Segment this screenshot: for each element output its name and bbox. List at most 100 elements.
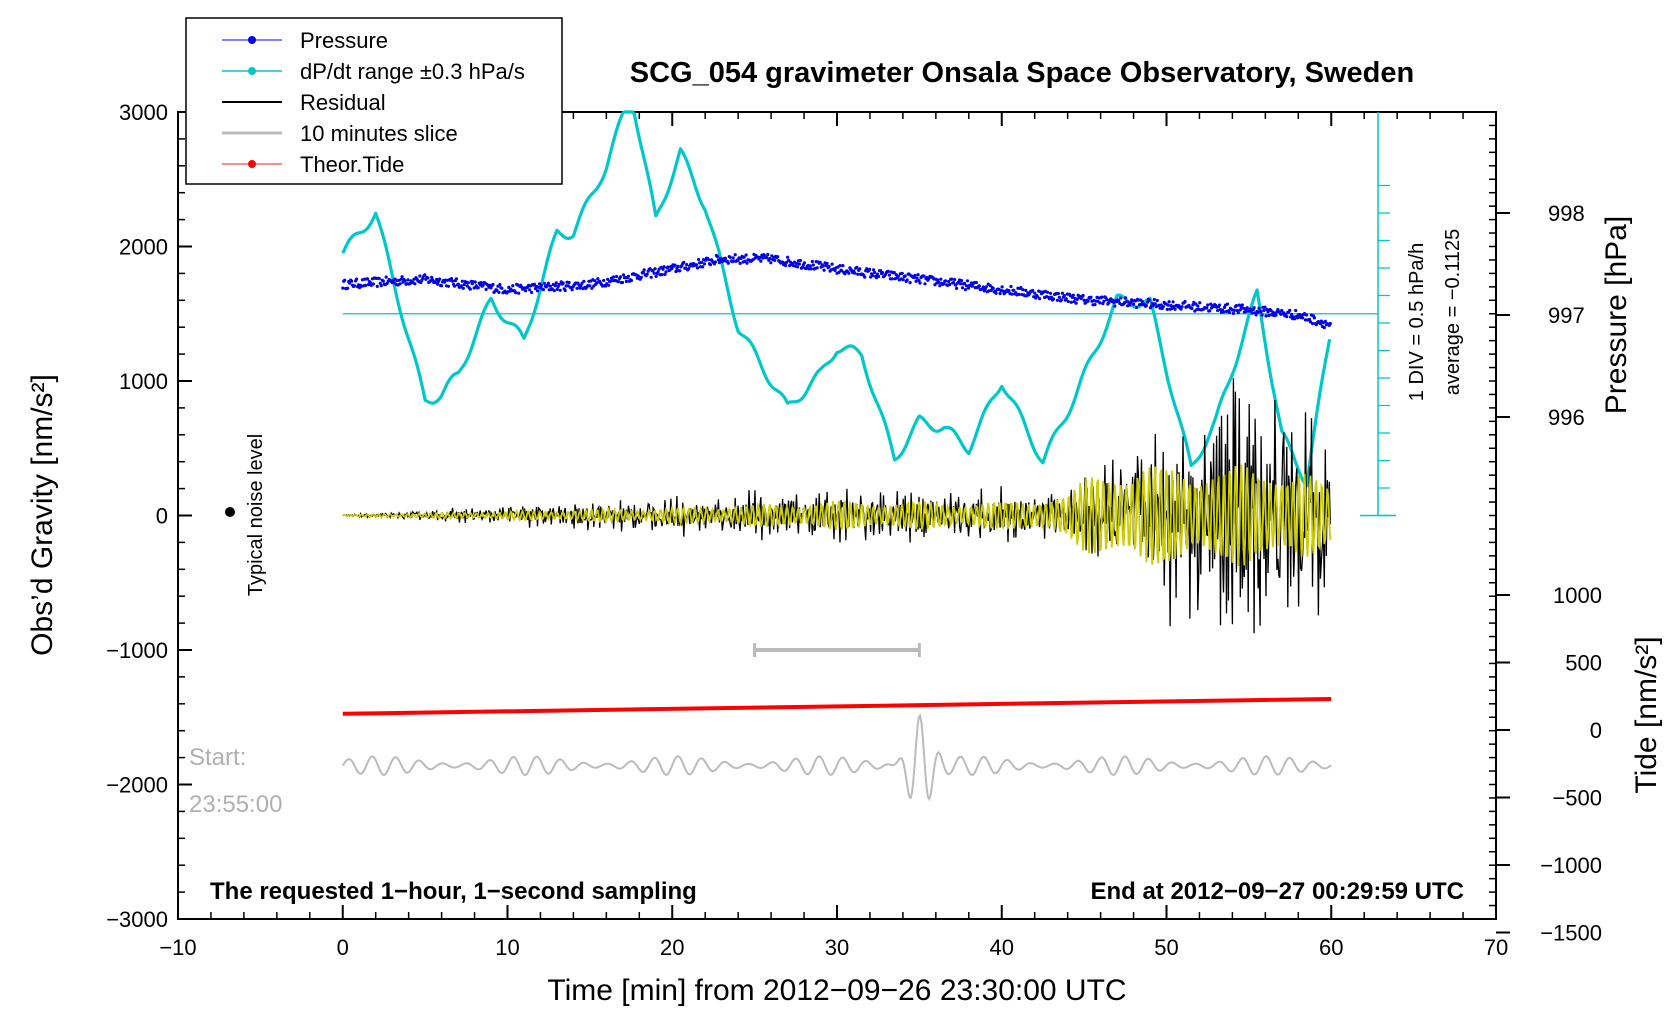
pressure-point: [1217, 303, 1222, 307]
pressure-point: [476, 286, 480, 290]
pressure-point: [962, 281, 967, 286]
pressure-point: [575, 286, 579, 290]
pressure-point: [1075, 297, 1079, 301]
pressure-point: [896, 274, 900, 278]
pressure-point: [696, 266, 700, 270]
pressure-point: [454, 277, 458, 281]
legend: Pressure dP/dt range ±0.3 hPa/s Residual…: [185, 17, 563, 185]
pressure-point: [954, 283, 958, 287]
pressure-point: [664, 270, 668, 274]
pressure-point: [963, 288, 968, 292]
pressure-point: [435, 277, 439, 281]
pressure-point: [563, 288, 567, 293]
pressure-point: [1132, 302, 1136, 306]
pressure-point: [922, 274, 926, 278]
pressure-point: [794, 261, 799, 266]
pressure-point: [892, 271, 896, 275]
pressure-point: [629, 278, 634, 283]
pressure-point: [742, 255, 746, 259]
pressure-point: [612, 275, 616, 279]
pressure-point: [1312, 316, 1316, 320]
pressure-point: [1205, 306, 1209, 310]
tide-tick-label: 0: [1590, 718, 1602, 743]
pressure-point: [905, 278, 909, 282]
pressure-point: [366, 283, 371, 287]
y-axis-title-tide: Tide [nm/s²]: [1630, 636, 1663, 793]
pressure-point: [450, 279, 455, 283]
pressure-point: [479, 281, 483, 285]
pressure-point: [959, 282, 963, 286]
pressure-point: [702, 262, 707, 266]
pressure-point: [700, 260, 704, 264]
pressure-point: [988, 284, 992, 288]
pressure-point: [759, 259, 763, 263]
pressure-point: [582, 279, 586, 283]
x-tick-label: 70: [1484, 935, 1508, 960]
pressure-point: [942, 282, 946, 286]
pressure-point: [1102, 299, 1106, 303]
pressure-point: [616, 280, 621, 284]
pressure-point: [461, 286, 465, 290]
pressure-point: [815, 266, 819, 270]
pressure-point: [346, 286, 350, 290]
pressure-point: [676, 264, 680, 268]
average-label: average = −0.1125: [1442, 229, 1464, 395]
pressure-point: [514, 291, 518, 295]
pressure-point: [938, 284, 942, 288]
pressure-point: [937, 280, 941, 285]
pressure-point: [656, 270, 660, 274]
tide-tick-label: 1000: [1553, 583, 1602, 608]
pressure-point: [939, 277, 943, 281]
pressure-point: [841, 264, 845, 268]
pressure-point: [670, 267, 674, 271]
pressure-point: [645, 272, 649, 276]
legend-entry-pressure: Pressure: [222, 28, 388, 53]
pressure-point: [371, 282, 375, 286]
filtered-residual-line: [342, 464, 1332, 567]
pressure-point: [837, 270, 841, 274]
pressure-point: [621, 273, 626, 277]
pressure-point: [465, 284, 469, 288]
pressure-point: [348, 281, 352, 285]
pressure-point: [1257, 306, 1261, 310]
pressure-point: [398, 282, 402, 286]
pressure-point: [1240, 303, 1244, 307]
legend-label-tide: Theor.Tide: [300, 152, 404, 177]
pressure-point: [947, 279, 951, 284]
pressure-point: [1038, 297, 1042, 301]
pressure-point: [528, 288, 532, 292]
slice-series-line: [341, 712, 1332, 802]
pressure-point: [880, 271, 885, 275]
pressure-point: [663, 272, 667, 276]
pressure-point: [1147, 298, 1151, 302]
pressure-point: [991, 286, 995, 290]
pressure-point: [558, 288, 562, 292]
pressure-point: [887, 273, 892, 277]
pressure-point: [822, 268, 826, 272]
pressure-point: [449, 277, 454, 281]
pressure-point: [1056, 291, 1060, 296]
pressure-point: [838, 264, 842, 268]
pressure-point: [579, 284, 583, 288]
pressure-point: [620, 280, 625, 285]
pressure-point: [1046, 290, 1050, 294]
pressure-point: [833, 268, 837, 272]
pressure-point: [539, 283, 544, 287]
legend-entry-dpdt: dP/dt range ±0.3 hPa/s: [222, 59, 525, 84]
pressure-point: [847, 271, 851, 275]
y-tick-label: −3000: [106, 907, 168, 932]
pressure-point: [878, 269, 883, 273]
pressure-point: [406, 278, 410, 282]
pressure-point: [1161, 305, 1165, 309]
pressure-point: [1009, 284, 1013, 289]
pressure-point: [511, 284, 515, 288]
pressure-point: [1057, 295, 1061, 299]
pressure-point: [873, 270, 877, 275]
pressure-point: [966, 286, 971, 290]
pressure-point: [984, 285, 988, 289]
pressure-point: [1171, 300, 1175, 304]
pressure-point: [1010, 292, 1014, 296]
start-label: Start:: [189, 744, 246, 771]
pressure-point: [381, 279, 385, 283]
